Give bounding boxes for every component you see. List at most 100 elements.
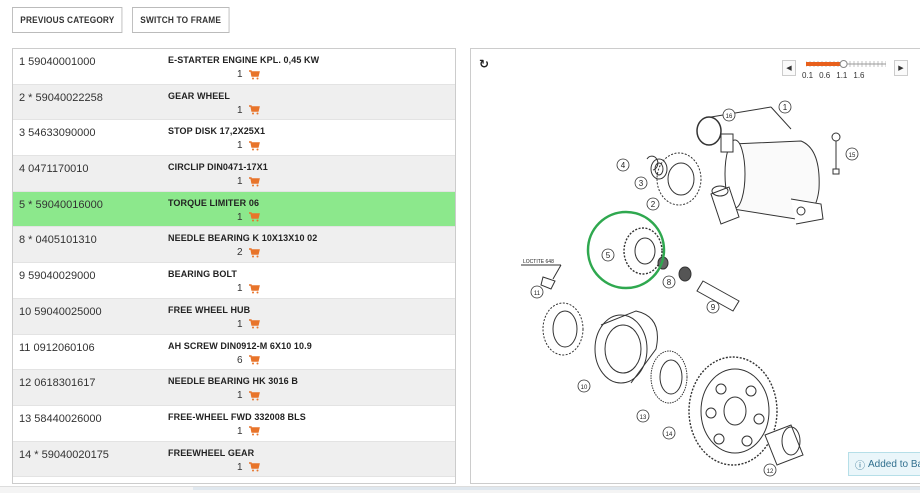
callout-number: 10 (581, 385, 588, 391)
exploded-diagram: ↻ ◀ 0.1 0.6 1.1 1.6 ▶ (470, 48, 920, 484)
callout-number: 16 (726, 114, 733, 120)
zoom-labels: 0.1 0.6 1.1 1.6 (802, 71, 865, 80)
toolbar: PREVIOUS CATEGORY SWITCH TO FRAME (12, 7, 238, 33)
quantity: 1 (237, 176, 260, 187)
parts-list: 1 59040001000 E-STARTER ENGINE KPL. 0,45 … (12, 48, 456, 484)
refresh-icon[interactable]: ↻ (479, 57, 490, 71)
table-row[interactable]: 4 0471170010 CIRCLIP DIN0471-17X1 1 (13, 156, 455, 192)
part-description: FREE WHEEL HUB (168, 304, 251, 315)
cart-icon[interactable] (248, 283, 260, 294)
callout-number: 13 (640, 415, 647, 421)
cart-icon[interactable] (248, 105, 260, 115)
callout-number: 1 (783, 103, 788, 112)
table-row[interactable]: 3 54633090000 STOP DISK 17,2X25X1 1 (13, 120, 455, 157)
callout-circle (634, 176, 648, 190)
quantity-value: 1 (237, 390, 243, 402)
callout-circle (577, 379, 591, 393)
callout-circle (616, 158, 630, 172)
highlight-circle (586, 210, 666, 290)
part-number: 11 0912060106 (19, 341, 95, 354)
zoom-label: 0.6 (819, 71, 831, 80)
callout-circle (845, 147, 859, 161)
part-description: FREE-WHEEL FWD 332008 BLS (168, 411, 306, 422)
cart-icon[interactable] (248, 176, 260, 187)
cart-icon[interactable] (248, 355, 260, 365)
zoom-label: 1.6 (853, 71, 865, 80)
part-number: 8 * 0405101310 (19, 234, 97, 247)
quantity: 6 (237, 355, 260, 366)
scrollbar-thumb[interactable] (193, 487, 920, 490)
part-number: 10 59040025000 (19, 305, 102, 318)
table-row[interactable]: 10 59040025000 FREE WHEEL HUB 1 (13, 298, 455, 335)
table-row[interactable]: 13 58440026000 FREE-WHEEL FWD 332008 BLS 1 (13, 406, 455, 442)
callout-circle (601, 248, 615, 262)
quantity-value: 1 (237, 283, 243, 295)
added-to-basket-toast: ⓘ Added to Ba (848, 452, 920, 476)
quantity-value: 1 (237, 425, 243, 437)
cart-icon[interactable] (248, 426, 260, 436)
callout-number: 3 (639, 179, 644, 188)
horizontal-scrollbar[interactable] (0, 486, 920, 493)
part-description: AH SCREW DIN0912-M 6X10 10.9 (168, 340, 312, 351)
part-number: 5 * 59040016000 (19, 198, 103, 211)
quantity-value: 1 (237, 140, 243, 152)
callout-circle (778, 100, 792, 114)
part-description: BEARING BOLT (168, 269, 238, 280)
quantity: 1 (237, 390, 260, 401)
table-row[interactable]: 12 0618301617 NEEDLE BEARING HK 3016 B 1 (13, 370, 455, 406)
zoom-control: ◀ 0.1 0.6 1.1 1.6 ▶ (782, 54, 912, 82)
table-row[interactable]: 1 59040001000 E-STARTER ENGINE KPL. 0,45 … (13, 49, 455, 85)
part-description: NEEDLE BEARING K 10X13X10 02 (168, 233, 318, 244)
zoom-out-button[interactable]: ◀ (782, 60, 796, 76)
part-number: 3 54633090000 (19, 127, 96, 140)
part-number: 12 0618301617 (19, 377, 96, 390)
cart-icon[interactable] (248, 462, 260, 472)
callout-number: 2 (651, 200, 656, 209)
callout-circle (662, 275, 676, 289)
cart-icon[interactable] (248, 141, 260, 151)
table-row[interactable]: 11 0912060106 AH SCREW DIN0912-M 6X10 10.… (13, 335, 455, 371)
table-row[interactable]: 5 * 59040016000 TORQUE LIMITER 06 1 (13, 191, 455, 228)
quantity: 1 (237, 283, 260, 294)
cart-icon[interactable] (248, 69, 260, 80)
quantity: 2 (237, 247, 260, 258)
switch-to-frame-button[interactable]: SWITCH TO FRAME (132, 7, 230, 33)
zoom-in-button[interactable]: ▶ (894, 60, 908, 76)
previous-category-button[interactable]: PREVIOUS CATEGORY (12, 7, 123, 33)
callout-circle (662, 426, 676, 440)
table-row[interactable]: 8 * 0405101310 NEEDLE BEARING K 10X13X10 … (13, 227, 455, 264)
part-number: 13 58440026000 (19, 412, 102, 425)
zoom-label: 1.1 (836, 71, 848, 80)
callout-number: 8 (667, 278, 672, 287)
quantity: 1 (237, 462, 260, 473)
quantity: 1 (237, 319, 260, 330)
quantity-value: 1 (237, 211, 243, 223)
callout-number: 14 (666, 432, 673, 438)
callout-number: 4 (621, 161, 626, 170)
part-description: STOP DISK 17,2X25X1 (168, 126, 266, 137)
quantity: 1 (237, 212, 260, 223)
callout-number: 11 (534, 291, 541, 297)
quantity-value: 1 (237, 69, 243, 80)
table-row[interactable]: 14 * 59040020175 FREEWHEEL GEAR 1 (13, 441, 455, 478)
quantity-value: 1 (237, 461, 243, 473)
quantity-value: 1 (237, 318, 243, 330)
callout-circle (646, 197, 660, 211)
callout-circle (706, 300, 720, 314)
part-description: CIRCLIP DIN0471-17X1 (168, 162, 268, 173)
zoom-slider[interactable] (806, 58, 886, 68)
cart-icon[interactable] (248, 390, 260, 401)
quantity: 1 (237, 105, 260, 116)
cart-icon[interactable] (248, 248, 260, 258)
cart-icon[interactable] (248, 319, 260, 329)
callout-circle (530, 285, 544, 299)
loctite-label: LOCTITE 648 (523, 259, 554, 265)
zoom-label: 0.1 (802, 71, 814, 80)
table-row[interactable]: 2 * 59040022258 GEAR WHEEL 1 (13, 84, 455, 121)
part-number: 4 0471170010 (19, 163, 89, 176)
quantity-value: 1 (237, 176, 243, 188)
cart-icon[interactable] (248, 212, 260, 222)
part-number: 14 * 59040020175 (19, 448, 109, 461)
table-row[interactable]: 9 59040029000 BEARING BOLT 1 (13, 263, 455, 299)
